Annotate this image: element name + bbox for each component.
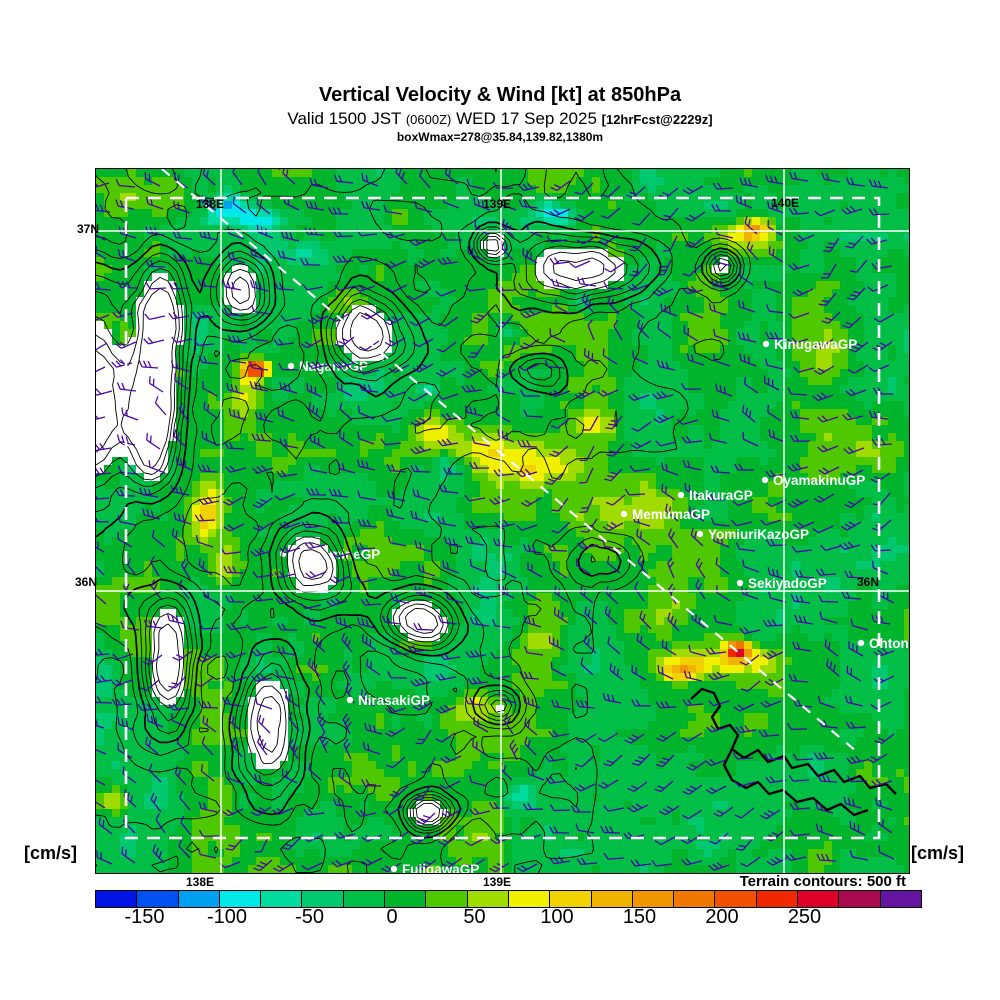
- colorbar-tick-label: -100: [206, 906, 248, 928]
- lat-tick-label: 37N: [77, 222, 100, 236]
- valid-date: WED 17 Sep 2025: [451, 109, 602, 128]
- station-dot: [346, 696, 354, 704]
- colorbar-segment: [507, 891, 550, 907]
- colorbar-tick-label: -50: [295, 906, 324, 928]
- station-label: MemumaGP: [632, 507, 710, 522]
- colorbar-tick-label: 50: [463, 906, 486, 928]
- lat-tick-label-right: 36N: [857, 575, 880, 589]
- colorbar-segment: [384, 891, 426, 907]
- colorbar-segment: [177, 891, 219, 907]
- colorbar-segment: [136, 891, 178, 907]
- station-marker: YomiuriKazoGP: [696, 527, 809, 542]
- colorbar-tick-label: 150: [622, 906, 657, 928]
- colorbar: [95, 890, 922, 908]
- station-label: ItakuraGP: [689, 488, 753, 503]
- station-dot: [390, 865, 398, 873]
- station-label: KinugawaGP: [774, 337, 857, 352]
- colorbar-tick-label: 250: [787, 906, 822, 928]
- colorbar-tick-label: 0: [386, 906, 398, 928]
- station-marker: FujigawaGP: [390, 862, 479, 873]
- lon-tick-label: 138E: [195, 197, 225, 211]
- valid-time-line: Valid 1500 JST (0600Z) WED 17 Sep 2025 […: [0, 109, 1000, 129]
- colorbar-segment: [797, 891, 839, 907]
- units-label-left: [cm/s]: [24, 843, 78, 863]
- station-marker: MemumaGP: [620, 507, 710, 522]
- colorbar-segment: [301, 891, 343, 907]
- bottom-lon-label: 138E: [185, 875, 215, 889]
- station-label: YomiuriKazoGP: [708, 527, 809, 542]
- station-marker: OyamakinuGP: [761, 473, 865, 488]
- coastline: [690, 687, 897, 817]
- colorbar-segment: [96, 891, 137, 907]
- station-marker: KinugawaGP: [762, 337, 857, 352]
- colorbar-segment: [838, 891, 880, 907]
- station-dot: [857, 639, 865, 647]
- colorbar-segment: [879, 891, 921, 907]
- valid-zulu: (0600Z): [405, 112, 452, 127]
- map-panel: NaganoGP KirigamineGP NirasakiGP FujigawaGP…: [95, 168, 910, 874]
- terrain-contour-note: Terrain contours: 500 ft: [739, 873, 906, 890]
- station-dot: [677, 491, 685, 499]
- graticule-lines: [96, 169, 909, 873]
- lat-tick-label: 36N: [75, 575, 98, 589]
- station-dot: [761, 476, 769, 484]
- inner-domain-dashed-box: [124, 196, 881, 840]
- forecast-tag: [12hrFcst@2229z]: [601, 112, 713, 127]
- station-dot: [736, 579, 744, 587]
- colorbar-tick-label: 200: [705, 906, 739, 928]
- title-block: Vertical Velocity & Wind [kt] at 850hPa …: [0, 84, 1000, 144]
- colorbar-segment: [260, 891, 302, 907]
- colorbar-segment: [466, 891, 508, 907]
- boxwmax-line: boxWmax=278@35.84,139.82,1380m: [396, 129, 604, 144]
- station-label: OhtoneGP: [869, 636, 909, 651]
- bottom-lon-label: 139E: [482, 875, 512, 889]
- colorbar-segment: [673, 891, 715, 907]
- colorbar-tick-label: 100: [540, 906, 574, 928]
- station-dot: [620, 510, 628, 518]
- colorbar-segment: [590, 891, 632, 907]
- units-label-right: [cm/s]: [911, 843, 965, 863]
- wind-barbs-layer: [96, 169, 895, 873]
- colorbar-segment: [714, 891, 756, 907]
- lon-tick-label: 139E: [482, 197, 512, 211]
- station-label: SekiyadoGP: [748, 576, 827, 591]
- station-label: KirigamineGP: [291, 547, 380, 562]
- valid-prefix: Valid 1500 JST: [287, 109, 406, 128]
- lon-tick-label: 140E: [770, 196, 800, 210]
- colorbar-segment: [218, 891, 261, 907]
- station-marker: NirasakiGP: [346, 693, 430, 708]
- station-marker: OhtoneGP: [857, 636, 909, 651]
- station-label: FujigawaGP: [402, 862, 479, 873]
- colorbar-segment: [342, 891, 385, 907]
- stations-top-layer: NirasakiGP FujigawaGP KinugawaGP OyamakinuG…: [346, 337, 909, 873]
- colorbar-segment: [549, 891, 591, 907]
- colorbar-segment: [755, 891, 798, 907]
- station-marker: SekiyadoGP: [736, 576, 827, 591]
- station-dot: [696, 530, 704, 538]
- chart-title: Vertical Velocity & Wind [kt] at 850hPa: [318, 84, 682, 106]
- station-label: OyamakinuGP: [773, 473, 865, 488]
- colorbar-segment: [425, 891, 467, 907]
- station-label: NirasakiGP: [358, 693, 430, 708]
- station-marker: ItakuraGP: [677, 488, 753, 503]
- station-dot: [762, 340, 770, 348]
- station-dot: [287, 362, 295, 370]
- colorbar-tick-label: -150: [124, 906, 165, 928]
- colorbar-segment: [631, 891, 674, 907]
